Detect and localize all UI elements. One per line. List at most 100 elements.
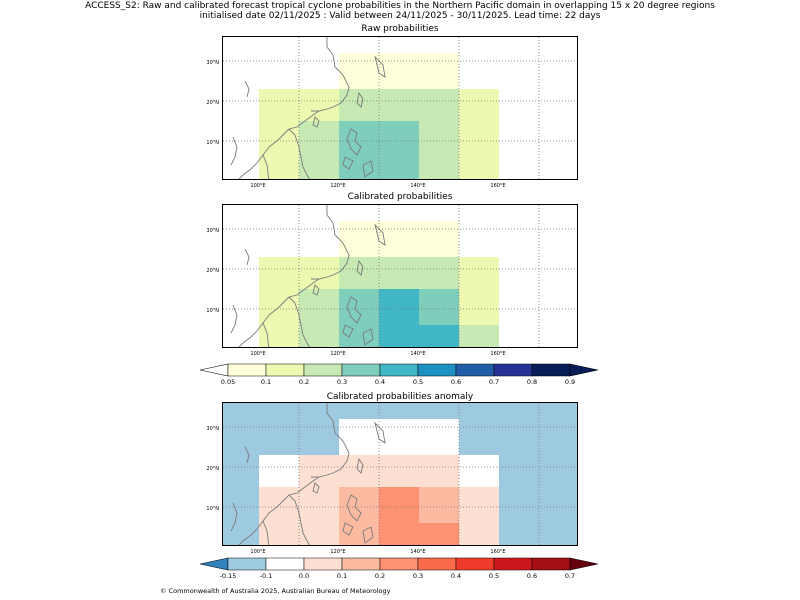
lon-label: 100°E bbox=[250, 351, 266, 357]
coastline bbox=[362, 160, 374, 178]
probability-region-cell bbox=[459, 325, 499, 347]
colorbar-tick-label: 0.0 bbox=[298, 572, 310, 580]
probability-region-cell bbox=[459, 487, 499, 523]
map-raw-svg bbox=[223, 37, 577, 179]
coastline bbox=[262, 154, 270, 179]
colorbar-tick-label: -0.15 bbox=[219, 572, 237, 580]
colorbar-segment bbox=[303, 363, 343, 377]
coastline bbox=[238, 278, 320, 347]
probability-region-cell bbox=[259, 89, 299, 121]
lon-label: 160°E bbox=[490, 351, 506, 357]
colorbar-tick-label: 0.4 bbox=[374, 378, 386, 386]
colorbar-tick-label: 0.05 bbox=[220, 378, 236, 386]
colorbar-tick-label: 0.3 bbox=[336, 378, 348, 386]
probability-region-cell bbox=[459, 257, 499, 289]
lat-label: 10°N bbox=[206, 140, 219, 146]
coastline bbox=[312, 116, 320, 128]
map-anomaly-svg bbox=[223, 403, 577, 545]
coastline bbox=[374, 223, 386, 246]
colorbar-segment bbox=[341, 363, 381, 377]
panel-title-raw: Raw probabilities bbox=[361, 24, 439, 34]
probability-region-cell bbox=[419, 487, 459, 523]
probability-region-cell bbox=[339, 257, 459, 289]
probability-region-cell bbox=[299, 257, 339, 289]
coastline bbox=[230, 136, 238, 166]
colorbar-segment bbox=[379, 363, 419, 377]
anomaly-colorbar bbox=[200, 557, 599, 571]
colorbar-segment bbox=[531, 557, 571, 571]
probability-region-cell bbox=[339, 455, 459, 487]
probability-region-cell bbox=[259, 289, 299, 347]
map-anomaly bbox=[222, 402, 578, 546]
lon-label: 140°E bbox=[410, 549, 426, 555]
colorbar-tick-label: 0.8 bbox=[526, 378, 538, 386]
coastline bbox=[362, 328, 374, 346]
probability-region-cell bbox=[339, 221, 459, 257]
colorbar-under-triangle bbox=[200, 363, 229, 377]
probability-region-cell bbox=[379, 487, 419, 545]
colorbar-tick-label: 0.2 bbox=[374, 572, 386, 580]
lon-label: 100°E bbox=[250, 183, 266, 189]
figure-subtitle: initialised date 02/11/2025 : Valid betw… bbox=[199, 11, 601, 21]
coastline bbox=[346, 128, 362, 156]
colorbar-tick-label: 0.1 bbox=[336, 572, 348, 580]
coastline bbox=[362, 526, 374, 544]
colorbar-segment bbox=[417, 363, 457, 377]
coastline bbox=[346, 494, 362, 522]
coastline bbox=[288, 296, 311, 347]
probability-region-cell bbox=[419, 325, 459, 347]
colorbar-under-triangle bbox=[200, 557, 229, 571]
lon-label: 120°E bbox=[330, 549, 346, 555]
probability-region-cell bbox=[259, 487, 299, 545]
coastline bbox=[238, 476, 320, 545]
coastline bbox=[238, 110, 320, 179]
colorbar-tick-label: 0.5 bbox=[488, 572, 500, 580]
figure-title: ACCESS_S2: Raw and calibrated forecast t… bbox=[85, 1, 715, 11]
colorbar-tick-label: 0.7 bbox=[564, 572, 576, 580]
probability-region-cell bbox=[419, 523, 459, 545]
colorbar-tick-label: 0.3 bbox=[412, 572, 424, 580]
panel-title-calibrated: Calibrated probabilities bbox=[347, 192, 453, 202]
probability-region-cell bbox=[339, 89, 459, 121]
lon-label: 140°E bbox=[410, 183, 426, 189]
probability-region-cell bbox=[259, 455, 299, 487]
probability-region-cell bbox=[299, 89, 339, 121]
probability-region-cell bbox=[459, 89, 499, 121]
probability-region-cell bbox=[339, 53, 459, 89]
probability-region-cell bbox=[419, 121, 459, 179]
colorbar-segment bbox=[227, 363, 267, 377]
colorbar-tick-label: 0.2 bbox=[298, 378, 310, 386]
coastline bbox=[311, 403, 350, 478]
coastline bbox=[288, 494, 311, 545]
lat-label: 20°N bbox=[206, 268, 219, 274]
coastline bbox=[356, 259, 364, 276]
colorbar-segment bbox=[493, 557, 533, 571]
coastline bbox=[342, 156, 354, 170]
coastline bbox=[311, 37, 350, 112]
colorbar-tick-label: 0.1 bbox=[260, 378, 272, 386]
probability-region-cell bbox=[299, 455, 339, 487]
coastline bbox=[312, 284, 320, 296]
lat-label: 10°N bbox=[206, 506, 219, 512]
colorbar-tick-label: 0.6 bbox=[526, 572, 538, 580]
coastline bbox=[244, 248, 250, 266]
colorbar-segment bbox=[379, 557, 419, 571]
lon-label: 100°E bbox=[250, 549, 266, 555]
colorbar-segment bbox=[265, 557, 305, 571]
lat-label: 20°N bbox=[206, 466, 219, 472]
map-calibrated-svg bbox=[223, 205, 577, 347]
probability-region-cell bbox=[299, 487, 339, 545]
colorbar-tick-label: 0.4 bbox=[450, 572, 462, 580]
coastline bbox=[311, 205, 350, 280]
lat-label: 30°N bbox=[206, 228, 219, 234]
colorbar-segment bbox=[417, 557, 457, 571]
colorbar-tick-label: 0.5 bbox=[412, 378, 424, 386]
colorbar-segment bbox=[455, 557, 495, 571]
coastline bbox=[312, 482, 320, 494]
coastline bbox=[244, 80, 250, 98]
probability-region-cell bbox=[339, 419, 459, 455]
coastline bbox=[230, 304, 238, 334]
lon-label: 120°E bbox=[330, 351, 346, 357]
colorbar-segment bbox=[493, 363, 533, 377]
colorbar-tick-label: 0.9 bbox=[564, 378, 576, 386]
